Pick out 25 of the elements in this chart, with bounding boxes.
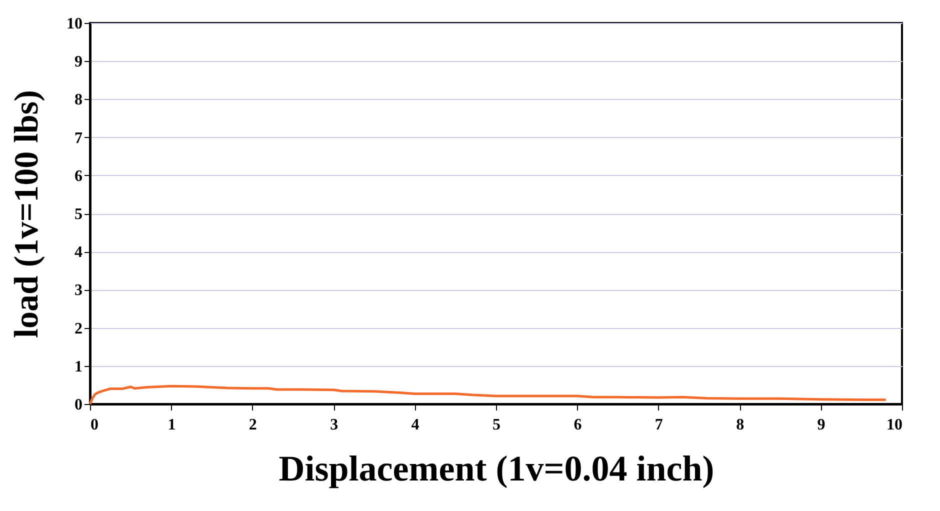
x-tick-label: 1	[168, 416, 176, 434]
y-tick-label: 4	[74, 244, 82, 262]
x-tick-label: 10	[886, 416, 902, 434]
y-tick-label: 10	[66, 16, 82, 32]
y-tick-label: 2	[74, 320, 82, 338]
line-series	[88, 384, 888, 406]
y-tick-label: 9	[74, 54, 82, 71]
x-tick-label: 2	[248, 416, 257, 434]
x-tick-label: 5	[492, 416, 500, 434]
x-tick-label: 4	[411, 416, 420, 434]
y-axis-title: load (1v=100 lbs)	[8, 90, 46, 338]
y-tick-label: 6	[74, 168, 82, 185]
y-tick-label: 5	[74, 206, 82, 223]
y-tick-label: 7	[74, 130, 82, 147]
x-axis-title: Displacement (1v=0.04 inch)	[278, 448, 714, 488]
x-tick-label: 3	[330, 416, 338, 434]
x-tick-label: 9	[817, 416, 826, 434]
y-tick-label: 8	[74, 92, 82, 109]
y-tick-label: 3	[74, 282, 82, 300]
x-tick-label: 8	[736, 416, 744, 434]
x-tick-label: 7	[654, 416, 663, 434]
x-tick-label: 0	[90, 416, 98, 434]
y-tick-label: 0	[74, 396, 82, 414]
x-tick-label: 6	[574, 416, 582, 434]
y-tick-label: 1	[74, 358, 82, 376]
